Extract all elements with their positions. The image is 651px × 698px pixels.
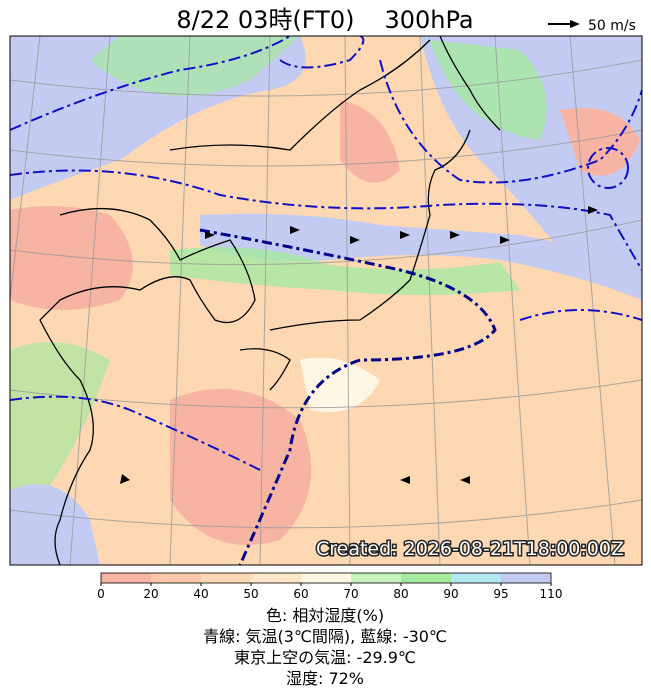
caption-line: 色: 相対湿度(%) <box>266 606 384 625</box>
title-level: 300hPa <box>384 6 473 34</box>
colorbar-tick-label: 90 <box>443 587 458 601</box>
colorbar-tick-label: 40 <box>193 587 208 601</box>
wind-scale-head <box>570 20 580 28</box>
title-time: 8/22 03時(FT0) <box>176 6 354 34</box>
title: 8/22 03時(FT0) 300hPa <box>176 6 473 34</box>
colorbar-segment <box>151 573 202 583</box>
colorbar-tick-label: 110 <box>540 587 563 601</box>
created-label: Created: 2026-08-21T18:00:00Z <box>316 538 624 560</box>
map-frame <box>9 35 643 566</box>
caption-line: 東京上空の気温: -29.9℃ <box>234 648 416 667</box>
colorbar-tick-label: 80 <box>393 587 408 601</box>
colorbar-tick-label: 0 <box>97 587 105 601</box>
colorbar-segment <box>251 573 302 583</box>
colorbar-segment <box>351 573 402 583</box>
map: Created: 2026-08-21T18:00:00Z <box>10 36 642 565</box>
colorbar-frame <box>100 572 552 584</box>
caption-line: 湿度: 72% <box>286 669 364 688</box>
colorbar-segment <box>301 573 352 583</box>
colorbar-segment <box>451 573 502 583</box>
colorbar-segment <box>401 573 452 583</box>
colorbar-segment <box>101 573 152 583</box>
caption-line: 青線: 気温(3℃間隔), 藍線: -30℃ <box>203 627 447 646</box>
colorbar: 0 20 40 50 60 70 80 90 95 110 <box>97 572 563 601</box>
colorbar-tick-label: 95 <box>493 587 508 601</box>
colorbar-tick-label: 50 <box>243 587 258 601</box>
colorbar-tick-label: 20 <box>143 587 158 601</box>
colorbar-segment <box>501 573 552 583</box>
wind-scale-label: 50 m/s <box>588 18 636 34</box>
colorbar-tick-label: 60 <box>293 587 308 601</box>
caption: 色: 相対湿度(%) 青線: 気温(3℃間隔), 藍線: -30℃ 東京上空の気温:… <box>203 606 447 688</box>
colorbar-tick-label: 70 <box>343 587 358 601</box>
colorbar-segment <box>201 573 252 583</box>
